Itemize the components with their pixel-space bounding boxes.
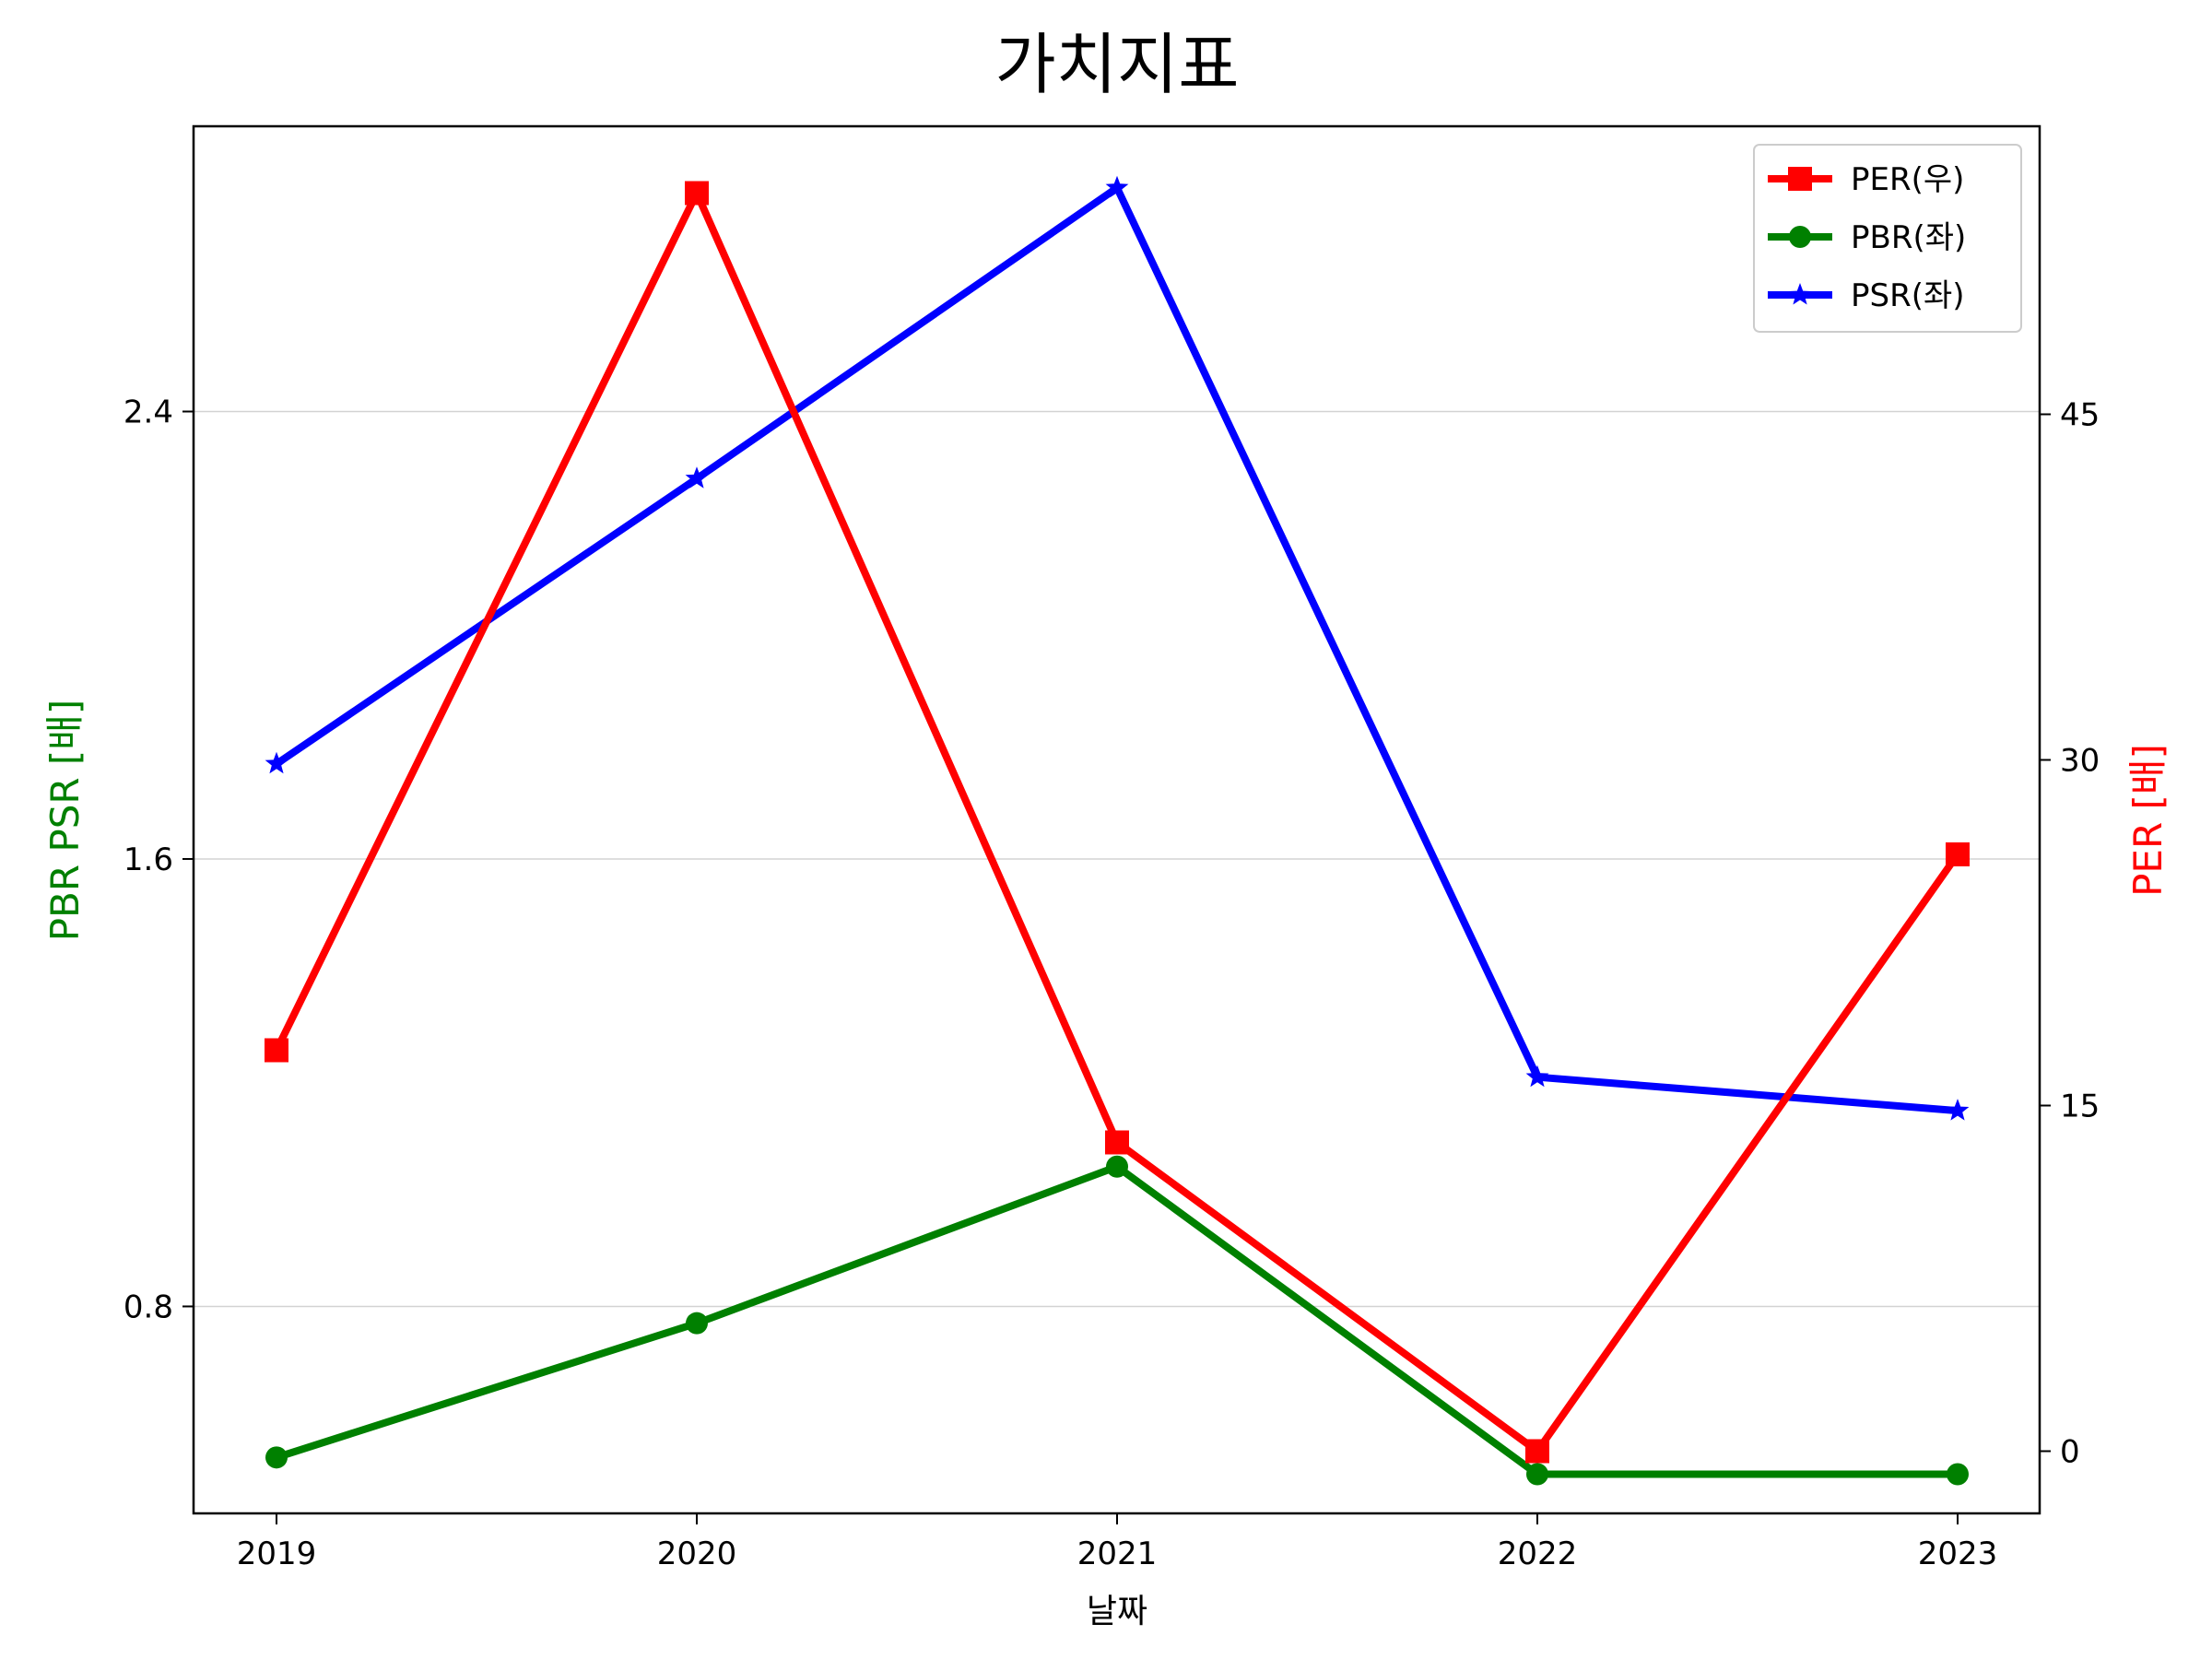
legend-label: PER(우) (1851, 161, 1964, 198)
data-point (265, 751, 288, 774)
data-point (1525, 1439, 1549, 1464)
data-point (1106, 1155, 1128, 1178)
data-point (1525, 1065, 1549, 1088)
series-square (265, 181, 1970, 1464)
legend-item: PBR(좌) (1768, 219, 1966, 256)
data-point (1946, 1099, 1970, 1121)
legend-label: PSR(좌) (1851, 277, 1965, 314)
chart-title: 가치지표 (995, 26, 1240, 103)
data-point (1105, 175, 1129, 198)
left-y-tick-label: 1.6 (124, 841, 173, 878)
x-tick-label: 2021 (1077, 1535, 1158, 1572)
data-point (1526, 1463, 1548, 1486)
left-y-tick-label: 2.4 (124, 394, 173, 430)
data-point (685, 466, 709, 488)
x-tick-label: 2023 (1918, 1535, 1998, 1572)
legend-label: PBR(좌) (1851, 219, 1966, 256)
data-point (686, 1312, 708, 1335)
axes: 0.8 1.6 2.4 0 15 30 45 2019 2020 2021 2022 2023 (124, 394, 2100, 1572)
gridlines (194, 410, 2040, 1308)
series-star (265, 175, 1970, 1121)
legend: PER(우) PBR(좌) PSR(좌) (1753, 144, 2022, 333)
series-circle (265, 1155, 1969, 1486)
legend-box (1753, 144, 2022, 333)
legend-marker (1788, 283, 1812, 305)
x-tick-label: 2019 (237, 1535, 317, 1572)
legend-item: PER(우) (1768, 161, 1964, 198)
data-point (265, 1038, 288, 1063)
data-point (265, 1446, 288, 1469)
right-y-tick-label: 30 (2060, 743, 2100, 780)
right-y-tick-label: 45 (2060, 397, 2100, 434)
data-point (1947, 1463, 1969, 1486)
legend-marker (1788, 167, 1812, 191)
x-tick-label: 2022 (1498, 1535, 1578, 1572)
legend-item: PSR(좌) (1768, 277, 1965, 314)
x-tick-label: 2020 (657, 1535, 737, 1572)
x-axis-label: 날짜 (1087, 1593, 1147, 1630)
right-y-tick-label: 15 (2060, 1088, 2100, 1125)
right-y-tick-label: 0 (2060, 1434, 2080, 1471)
data-point (685, 181, 709, 206)
data-point (1946, 842, 1970, 866)
data-point (1105, 1130, 1129, 1155)
legend-marker (1789, 226, 1811, 248)
left-y-tick-label: 0.8 (124, 1288, 173, 1325)
right-y-axis-label: PER [배] (2125, 744, 2171, 897)
series-lines (265, 175, 1970, 1486)
left-y-axis-label: PBR PSR [배] (42, 700, 88, 942)
